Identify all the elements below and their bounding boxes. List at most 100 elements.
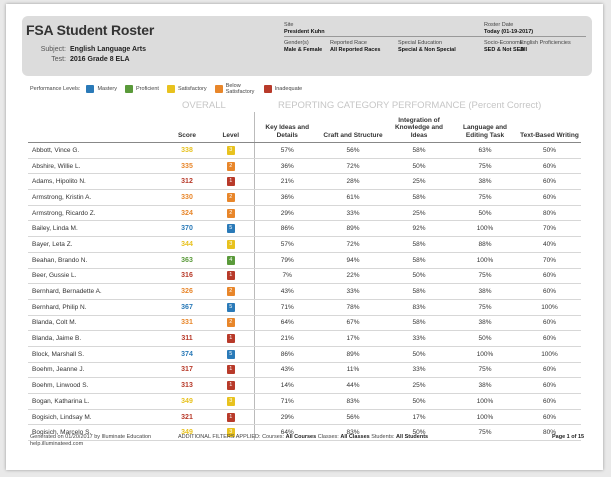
student-name: Beer, Gussie L. — [28, 268, 166, 285]
student-score: 349 — [166, 393, 208, 410]
footer-page: Page 1 of 15 — [552, 434, 584, 441]
student-score: 312 — [166, 173, 208, 191]
key-ideas-percent: 21% — [254, 330, 320, 347]
student-level: 1 — [208, 377, 255, 394]
student-level: 5 — [208, 299, 255, 316]
table-row: Bailey, Linda M. 370 5 86% 89% 92% 100% 70% — [28, 220, 581, 238]
student-name: Bayer, Leta Z. — [28, 236, 166, 253]
student-level: 1 — [208, 173, 255, 191]
text-based-writing-percent: 60% — [518, 393, 581, 410]
integration-knowledge-percent: 17% — [386, 409, 452, 426]
level-badge: 1 — [226, 381, 235, 391]
meta-divider — [284, 36, 586, 37]
craft-structure-percent: 56% — [320, 142, 386, 159]
legend-swatch — [86, 85, 95, 93]
test-value: 2016 Grade 8 ELA — [70, 56, 130, 63]
table-row: Bayer, Leta Z. 344 3 57% 72% 58% 88% 40% — [28, 236, 581, 253]
text-based-writing-percent: 60% — [518, 330, 581, 347]
text-based-writing-percent: 40% — [518, 236, 581, 253]
student-roster-table: Score Level Key Ideas and Details Craft … — [28, 112, 581, 442]
students-label: Students: — [371, 434, 395, 440]
language-editing-percent: 100% — [452, 220, 518, 238]
table-row: Block, Marshall S. 374 5 86% 89% 50% 100% 100% — [28, 346, 581, 363]
language-editing-percent: 75% — [452, 158, 518, 175]
student-level: 1 — [208, 362, 255, 379]
english-proficiency-value: All — [520, 47, 528, 53]
student-level: 4 — [208, 252, 255, 269]
text-based-writing-percent: 80% — [518, 424, 581, 442]
legend-item-inadequate: Inadequate — [263, 85, 302, 93]
language-editing-percent: 50% — [452, 330, 518, 347]
student-name: Abshire, Willie L. — [28, 158, 166, 175]
key-ideas-percent: 21% — [254, 173, 320, 191]
english-proficiency-meta: English Proficiencies All — [520, 40, 571, 54]
special-education-label: Special Education — [398, 40, 443, 46]
table-row: Boehm, Jeanne J. 317 1 43% 11% 33% 75% 60% — [28, 362, 581, 379]
legend-item-satisfactory: Satisfactory — [166, 85, 207, 93]
craft-structure-percent: 33% — [320, 283, 386, 300]
key-ideas-percent: 86% — [254, 220, 320, 238]
socio-economic-meta: Socio-Economic SED & Not SED — [484, 40, 524, 54]
level-badge: 3 — [226, 428, 235, 438]
courses-label: Courses: — [262, 434, 285, 440]
legend-label: Mastery — [97, 86, 118, 92]
level-badge: 3 — [226, 396, 235, 406]
student-score: 370 — [166, 220, 208, 238]
student-score: 338 — [166, 142, 208, 159]
race-value: All Reported Races — [330, 47, 381, 53]
generated-text: Generated on 01/20/2017 by Illuminate Ed… — [30, 434, 152, 440]
integration-knowledge-percent: 33% — [386, 362, 452, 379]
level-badge: 1 — [226, 177, 235, 187]
language-editing-percent: 75% — [452, 189, 518, 206]
gender-meta: Gender(s) Male & Female — [284, 40, 322, 54]
integration-knowledge-percent: 25% — [386, 205, 452, 222]
text-based-writing-percent: 60% — [518, 409, 581, 426]
test-line: Test: 2016 Grade 8 ELA — [36, 56, 130, 63]
table-row: Bogisich, Lindsay M. 321 1 29% 56% 17% 100% 60% — [28, 409, 581, 426]
classes-value: All Classes — [340, 434, 370, 440]
student-name: Boehm, Linwood S. — [28, 377, 166, 394]
level-badge: 3 — [226, 145, 235, 155]
language-editing-percent: 75% — [452, 362, 518, 379]
site-value: President Kuhn — [284, 29, 325, 35]
subject-label: Subject: — [40, 46, 66, 53]
text-based-writing-percent: 60% — [518, 268, 581, 285]
student-level: 3 — [208, 393, 255, 410]
special-education-meta: Special Education Special & Non Special — [398, 40, 456, 54]
language-editing-percent: 38% — [452, 315, 518, 332]
language-editing-percent: 38% — [452, 377, 518, 394]
student-score: 313 — [166, 377, 208, 394]
student-name: Beahan, Brando N. — [28, 252, 166, 269]
subject-line: Subject: English Language Arts — [36, 46, 146, 53]
legend-swatch — [166, 85, 175, 93]
craft-structure-percent: 17% — [320, 330, 386, 347]
student-name: Bernhard, Bernadette A. — [28, 283, 166, 300]
student-score: 367 — [166, 299, 208, 316]
socio-economic-label: Socio-Economic — [484, 40, 524, 46]
english-proficiency-label: English Proficiencies — [520, 40, 571, 46]
table-row: Abshire, Willie L. 335 2 36% 72% 50% 75% 60% — [28, 158, 581, 175]
courses-value: All Courses — [285, 434, 317, 440]
craft-structure-percent: 83% — [320, 393, 386, 410]
test-label: Test: — [51, 56, 66, 63]
key-ideas-percent: 64% — [254, 424, 320, 442]
student-name: Bogisich, Lindsay M. — [28, 409, 166, 426]
key-ideas-percent: 57% — [254, 142, 320, 159]
key-ideas-percent: 29% — [254, 205, 320, 222]
help-link[interactable]: help.illuminateed.com — [30, 441, 84, 447]
subject-value: English Language Arts — [70, 46, 146, 53]
text-based-writing-percent: 100% — [518, 299, 581, 316]
table-row: Bogisich, Marcelo S. 349 3 64% 83% 50% 75% 80% — [28, 424, 581, 442]
student-level: 1 — [208, 268, 255, 285]
key-ideas-percent: 57% — [254, 236, 320, 253]
table-row: Beahan, Brando N. 363 4 79% 94% 58% 100% 70% — [28, 252, 581, 269]
text-based-writing-percent: 60% — [518, 173, 581, 191]
key-ideas-percent: 7% — [254, 268, 320, 285]
key-ideas-percent: 79% — [254, 252, 320, 269]
student-score: 326 — [166, 283, 208, 300]
level-badge: 2 — [226, 161, 235, 171]
integration-knowledge-percent: 50% — [386, 393, 452, 410]
roster-body: Abbott, Vince G. 338 3 57% 56% 58% 63% 50% Abshi… — [28, 142, 581, 442]
student-level: 2 — [208, 283, 255, 300]
table-header-row: Score Level Key Ideas and Details Craft … — [28, 112, 581, 143]
